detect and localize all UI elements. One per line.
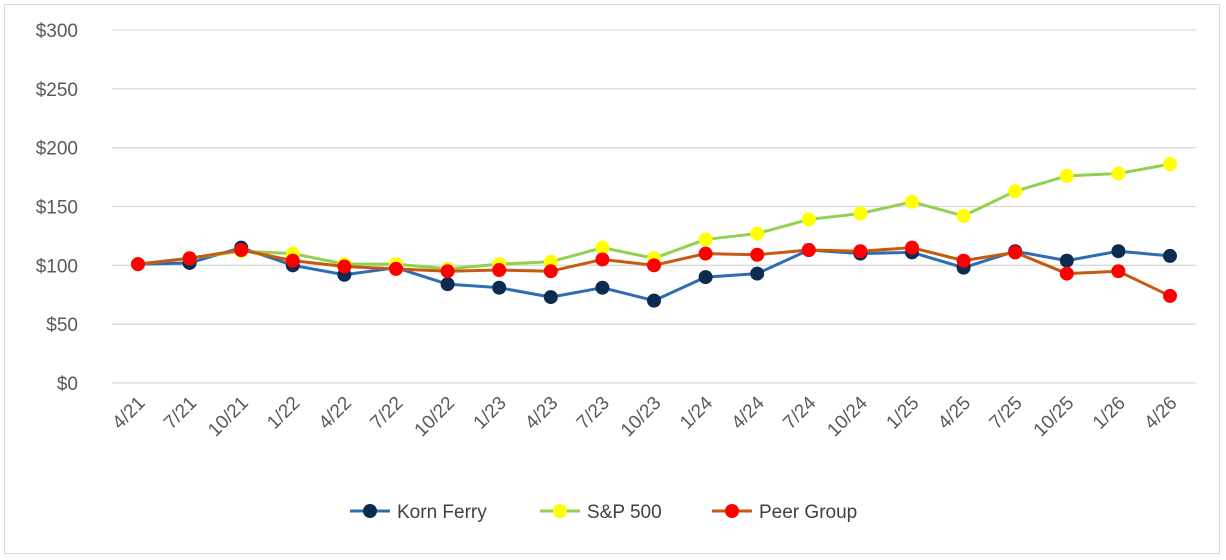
data-point — [1111, 264, 1126, 279]
data-point — [698, 270, 713, 285]
x-tick-label: 10/25 — [1030, 393, 1078, 441]
data-point — [1111, 244, 1126, 259]
data-point — [750, 247, 765, 262]
data-point — [801, 243, 816, 258]
x-tick-label: 4/26 — [1141, 393, 1182, 434]
data-point — [1163, 248, 1177, 263]
x-tick-label: 7/23 — [573, 393, 614, 434]
legend: Korn Ferry S&P 500 Peer Group — [350, 502, 857, 523]
y-tick-label: $300 — [36, 21, 78, 42]
data-point — [234, 243, 249, 258]
x-tick-label: 4/25 — [934, 393, 975, 434]
data-point — [492, 280, 507, 295]
x-tick-label: 1/25 — [883, 393, 924, 434]
data-point — [956, 253, 971, 268]
data-point — [131, 257, 145, 272]
data-point — [698, 246, 713, 261]
data-point — [1163, 157, 1177, 172]
x-tick-label: 7/24 — [779, 392, 820, 433]
data-point — [750, 226, 765, 241]
x-axis-tick-labels: 4/21 7/21 10/21 1/22 4/22 7/22 10/22 1/23 4/23 7/… — [109, 392, 1182, 441]
data-point — [801, 212, 816, 227]
x-tick-label: 10/21 — [204, 393, 252, 441]
series-group — [131, 157, 1177, 308]
x-tick-label: 4/21 — [109, 393, 150, 434]
x-tick-label: 4/23 — [521, 393, 562, 434]
x-tick-label: 1/23 — [470, 393, 511, 434]
data-point — [595, 240, 610, 255]
y-tick-label: $100 — [36, 256, 78, 277]
y-tick-label: $250 — [36, 80, 78, 101]
chart-frame — [4, 4, 1220, 554]
data-point — [1059, 266, 1074, 281]
data-point — [698, 232, 713, 247]
legend-item: Korn Ferry — [350, 502, 487, 523]
data-point — [647, 258, 661, 273]
x-tick-label: 10/24 — [823, 392, 872, 441]
data-point — [440, 277, 455, 292]
data-point — [337, 259, 352, 274]
data-point — [853, 206, 868, 221]
data-point — [182, 251, 197, 266]
data-point — [492, 263, 507, 278]
data-point — [647, 293, 661, 308]
y-tick-label: $200 — [36, 139, 78, 160]
gridlines — [112, 29, 1196, 384]
data-point — [1008, 184, 1023, 199]
y-tick-label: $150 — [36, 198, 78, 219]
x-tick-label: 7/25 — [986, 393, 1027, 434]
data-point — [1163, 288, 1177, 303]
x-tick-label: 1/26 — [1089, 393, 1130, 434]
y-axis-tick-labels: $0 $50 $100 $150 $200 $250 $300 — [36, 21, 78, 395]
data-point — [1059, 168, 1074, 183]
data-point — [543, 290, 558, 305]
legend-label: S&P 500 — [587, 502, 662, 523]
legend-item: S&P 500 — [540, 502, 662, 523]
data-point — [389, 261, 403, 276]
data-point — [1059, 253, 1074, 268]
legend-marker-swatch — [553, 504, 567, 518]
data-point — [285, 253, 300, 268]
y-tick-label: $50 — [46, 315, 78, 336]
series-peer-group — [131, 240, 1177, 303]
data-point — [440, 264, 455, 279]
data-point — [543, 264, 558, 279]
data-point — [905, 194, 919, 209]
data-point — [1008, 245, 1023, 260]
legend-marker-swatch — [363, 504, 377, 518]
legend-label: Peer Group — [759, 502, 857, 523]
data-point — [1111, 166, 1126, 181]
x-tick-label: 7/22 — [367, 393, 408, 434]
x-tick-label: 4/24 — [728, 392, 769, 433]
data-point — [956, 208, 971, 223]
legend-marker-swatch — [725, 504, 739, 518]
y-tick-label: $0 — [57, 374, 78, 395]
x-tick-label: 10/23 — [617, 393, 665, 441]
legend-label: Korn Ferry — [397, 502, 487, 523]
data-point — [750, 266, 765, 281]
x-tick-label: 1/22 — [263, 393, 304, 434]
data-point — [905, 240, 919, 255]
data-point — [595, 252, 610, 267]
legend-item: Peer Group — [712, 502, 857, 523]
data-point — [595, 280, 610, 295]
x-tick-label: 1/24 — [676, 392, 717, 433]
data-point — [853, 244, 868, 259]
x-tick-label: 7/21 — [160, 393, 201, 434]
x-tick-label: 10/22 — [411, 393, 459, 441]
x-tick-label: 4/22 — [315, 393, 356, 434]
